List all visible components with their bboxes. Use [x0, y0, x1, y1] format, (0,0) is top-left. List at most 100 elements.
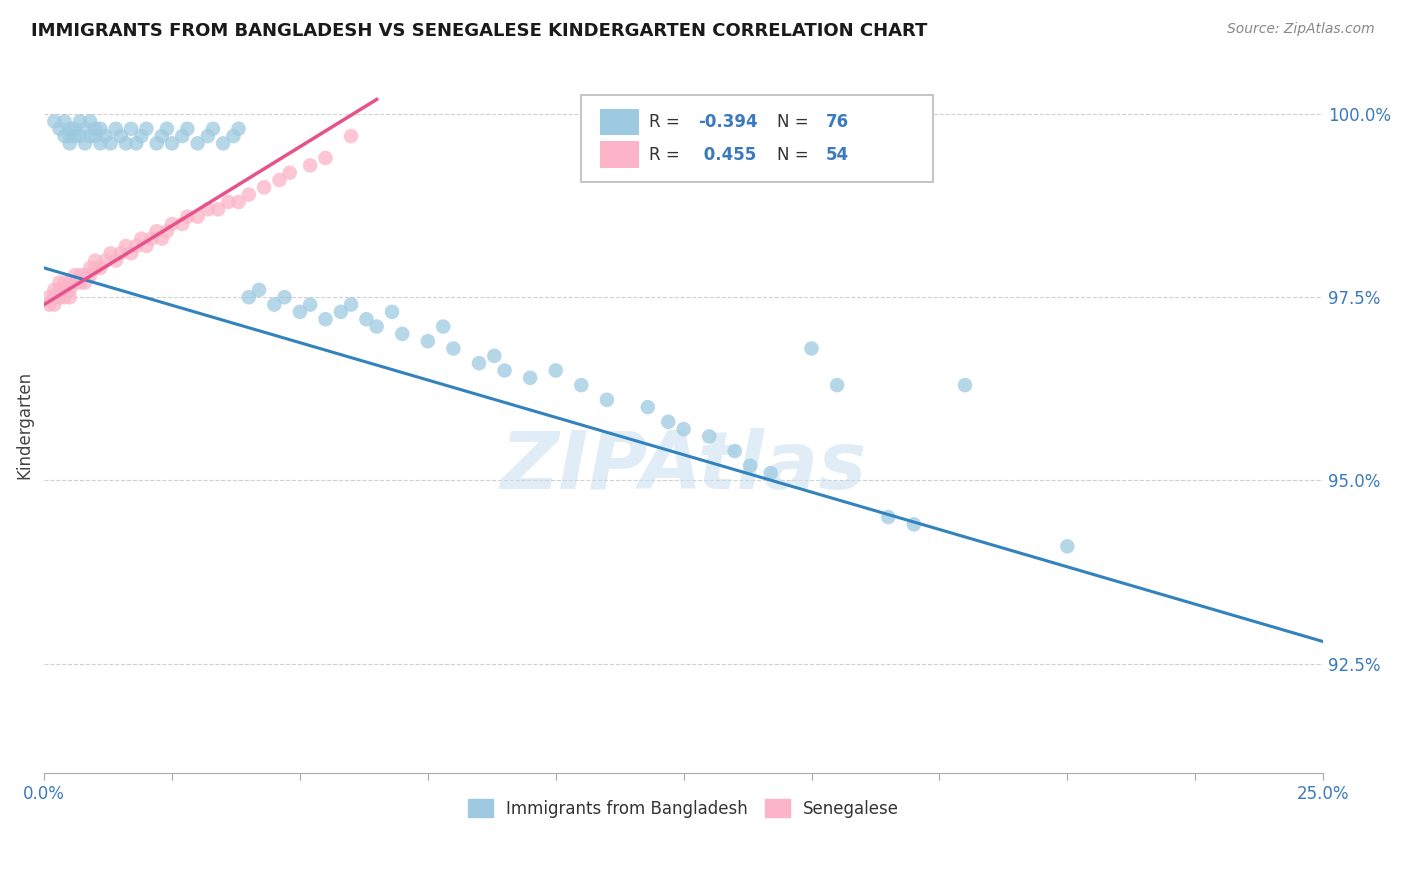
Point	[59, 276, 82, 290]
Point	[217, 194, 239, 209]
Point	[73, 268, 96, 283]
Text: 54: 54	[825, 145, 849, 164]
Point	[825, 378, 848, 392]
Point	[135, 121, 157, 136]
Point	[48, 290, 70, 304]
Point	[228, 194, 250, 209]
Point	[176, 121, 198, 136]
Point	[657, 415, 679, 429]
Point	[494, 363, 516, 377]
FancyBboxPatch shape	[600, 142, 638, 168]
Point	[94, 129, 117, 144]
Point	[416, 334, 439, 348]
Point	[44, 297, 66, 311]
Point	[44, 114, 66, 128]
Point	[432, 319, 454, 334]
Point	[519, 371, 541, 385]
Point	[1056, 539, 1078, 553]
Point	[156, 224, 179, 238]
Point	[212, 136, 235, 151]
Point	[800, 342, 823, 356]
Point	[569, 378, 592, 392]
FancyBboxPatch shape	[600, 109, 638, 136]
Point	[73, 276, 96, 290]
Point	[273, 290, 295, 304]
Point	[125, 136, 148, 151]
Point	[84, 129, 107, 144]
Point	[315, 312, 337, 326]
Point	[38, 290, 60, 304]
Point	[63, 121, 86, 136]
Point	[53, 290, 76, 304]
Point	[53, 114, 76, 128]
Point	[247, 283, 270, 297]
Point	[115, 136, 138, 151]
Point	[269, 173, 291, 187]
FancyBboxPatch shape	[581, 95, 934, 182]
Point	[381, 305, 404, 319]
Point	[110, 129, 132, 144]
Point	[53, 276, 76, 290]
Point	[84, 121, 107, 136]
Point	[131, 129, 153, 144]
Point	[160, 217, 183, 231]
Point	[79, 114, 101, 128]
Point	[59, 121, 82, 136]
Point	[156, 121, 179, 136]
Point	[59, 283, 82, 297]
Text: R =: R =	[650, 145, 685, 164]
Point	[441, 342, 464, 356]
Point	[329, 305, 352, 319]
Point	[69, 114, 91, 128]
Point	[278, 166, 301, 180]
Point	[340, 129, 363, 144]
Point	[637, 400, 659, 414]
Point	[172, 129, 194, 144]
Point	[84, 260, 107, 275]
Point	[201, 121, 224, 136]
Point	[131, 232, 153, 246]
Point	[238, 187, 260, 202]
Point	[596, 392, 619, 407]
Point	[69, 129, 91, 144]
Point	[299, 297, 322, 311]
Point	[145, 224, 167, 238]
Point	[222, 129, 245, 144]
Point	[94, 253, 117, 268]
Point	[125, 239, 148, 253]
Point	[160, 136, 183, 151]
Point	[79, 129, 101, 144]
Point	[544, 363, 567, 377]
Point	[740, 458, 762, 473]
Point	[44, 290, 66, 304]
Point	[145, 136, 167, 151]
Point	[315, 151, 337, 165]
Point	[53, 283, 76, 297]
Point	[366, 319, 388, 334]
Point	[48, 121, 70, 136]
Point	[100, 136, 122, 151]
Point	[79, 268, 101, 283]
Point	[391, 326, 413, 341]
Point	[120, 246, 142, 260]
Point	[104, 253, 127, 268]
Point	[48, 290, 70, 304]
Point	[141, 232, 163, 246]
Point	[69, 276, 91, 290]
Point	[38, 297, 60, 311]
Text: ZIPAtlas: ZIPAtlas	[501, 428, 866, 506]
Point	[63, 129, 86, 144]
Point	[759, 466, 782, 480]
Point	[110, 246, 132, 260]
Text: N =: N =	[778, 113, 814, 131]
Point	[197, 129, 219, 144]
Point	[48, 283, 70, 297]
Point	[228, 121, 250, 136]
Point	[89, 260, 111, 275]
Text: N =: N =	[778, 145, 814, 164]
Point	[59, 129, 82, 144]
Point	[100, 246, 122, 260]
Y-axis label: Kindergarten: Kindergarten	[15, 371, 32, 480]
Point	[187, 136, 209, 151]
Point	[73, 136, 96, 151]
